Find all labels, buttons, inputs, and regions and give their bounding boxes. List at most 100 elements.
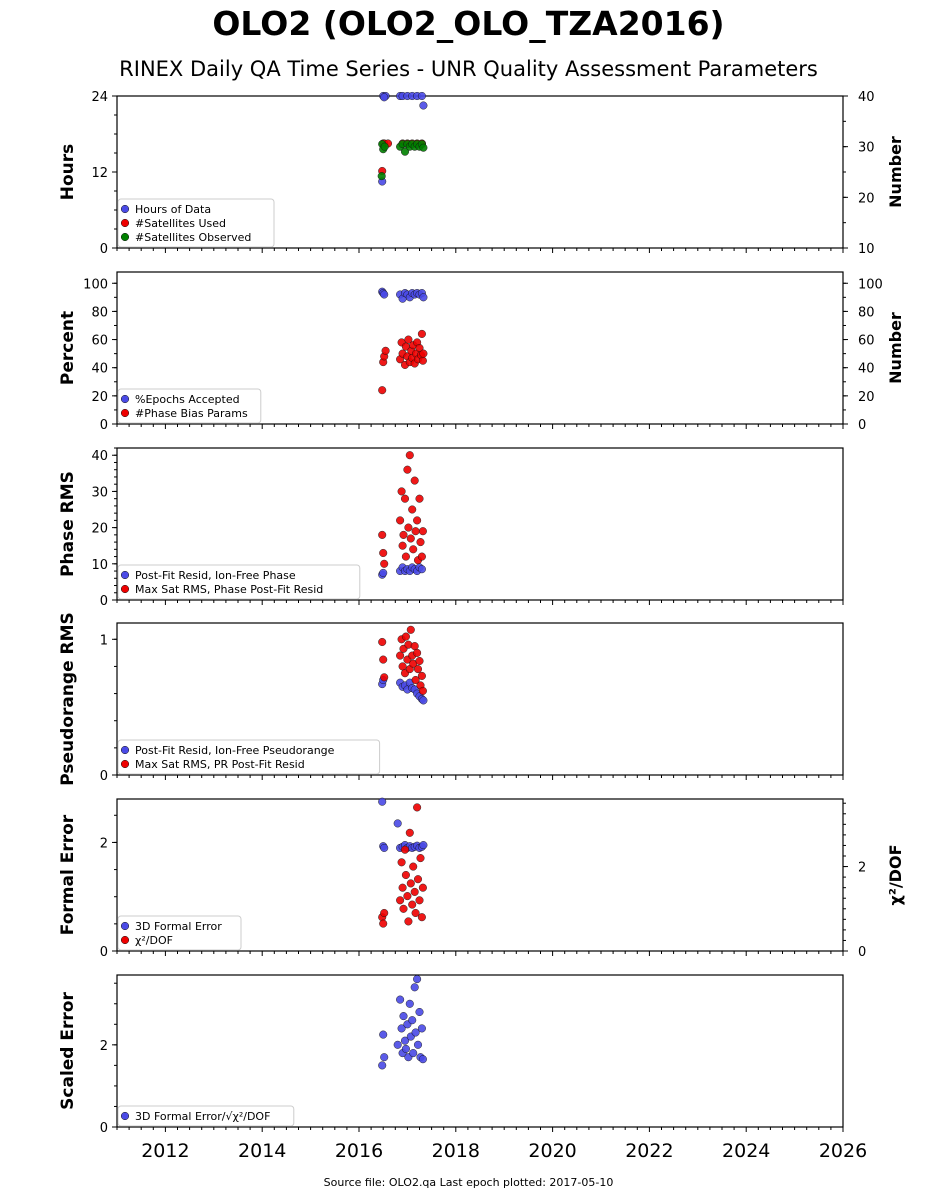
data-point xyxy=(410,983,419,992)
data-point xyxy=(393,819,402,828)
y-right-tick-label: 60 xyxy=(858,334,875,349)
series-2 xyxy=(378,625,427,695)
data-point xyxy=(399,1012,408,1021)
data-point xyxy=(400,845,410,854)
data-point xyxy=(399,530,408,539)
y-tick-label: 2 xyxy=(100,1039,108,1054)
panel-2: 0 20 40 60 80 100 0 20 40 60 80 100 Number Percent %Ep… xyxy=(58,271,905,433)
data-point xyxy=(404,917,413,926)
y-tick-label: 0 xyxy=(100,418,108,433)
y-tick-label: 30 xyxy=(91,485,108,500)
legend-label: Max Sat RMS, PR Post-Fit Resid xyxy=(135,758,305,771)
y-right-tick-label: 40 xyxy=(858,90,875,105)
data-point xyxy=(416,854,425,863)
legend-label: χ²/DOF xyxy=(135,934,173,947)
y-tick-label: 2 xyxy=(100,836,108,851)
data-point xyxy=(408,900,417,909)
data-point xyxy=(378,386,387,395)
series-1 xyxy=(378,287,428,303)
data-point xyxy=(418,686,427,695)
source-footer: Source file: OLO2.qa Last epoch plotted:… xyxy=(323,1176,614,1189)
data-point xyxy=(417,565,426,574)
data-point xyxy=(398,541,407,550)
y-right-tick-label: 10 xyxy=(858,242,875,257)
legend-box xyxy=(117,564,361,600)
y-tick-label: 1 xyxy=(100,633,108,648)
data-point xyxy=(417,913,426,922)
y-tick-label: 80 xyxy=(91,305,108,320)
data-point xyxy=(417,329,426,338)
series-1 xyxy=(378,563,426,579)
data-point xyxy=(398,883,407,892)
data-point xyxy=(405,999,414,1008)
data-point xyxy=(396,651,405,660)
legend-marker xyxy=(120,204,130,214)
data-point xyxy=(401,552,410,561)
data-point xyxy=(398,662,407,671)
data-point xyxy=(377,172,386,181)
data-point xyxy=(413,875,423,884)
data-point xyxy=(380,290,389,299)
legend-marker xyxy=(120,232,130,242)
y-right-tick-label: 40 xyxy=(858,362,875,377)
data-point xyxy=(419,293,428,302)
y-tick-label: 0 xyxy=(100,945,108,960)
data-point xyxy=(378,1061,387,1070)
legend-marker xyxy=(120,1111,130,1121)
data-point xyxy=(416,538,425,547)
y-right-axis-label: Number xyxy=(886,136,905,208)
legend: %Epochs Accepted#Phase Bias Params xyxy=(117,388,262,424)
data-point xyxy=(379,548,388,558)
y-tick-label: 60 xyxy=(91,334,108,349)
data-point xyxy=(413,665,423,674)
data-point xyxy=(409,1049,418,1058)
data-point xyxy=(379,655,388,664)
y-tick-label: 0 xyxy=(100,594,108,609)
data-point xyxy=(380,142,389,151)
data-point xyxy=(397,1024,406,1033)
legend-box xyxy=(117,198,275,248)
data-point xyxy=(401,632,410,641)
data-point xyxy=(396,995,405,1004)
data-point xyxy=(400,494,410,503)
data-point xyxy=(419,841,428,850)
y-right-tick-label: 20 xyxy=(858,191,875,206)
data-point xyxy=(378,530,387,539)
data-point xyxy=(415,896,424,905)
x-tick-label: 2020 xyxy=(528,1140,576,1162)
legend-marker xyxy=(120,921,130,931)
data-point xyxy=(408,1016,417,1025)
legend-label: #Satellites Observed xyxy=(135,231,251,244)
y-axis-label: Hours xyxy=(58,144,78,201)
series-3 xyxy=(378,140,428,156)
legend-marker xyxy=(120,759,130,769)
y-tick-label: 20 xyxy=(91,522,108,537)
legend-label: Post-Fit Resid, Ion-Free Phase xyxy=(135,569,296,582)
legend-box xyxy=(117,388,262,424)
x-tick-label: 2012 xyxy=(141,1140,189,1162)
data-point xyxy=(404,523,413,532)
y-right-axis-label: Number xyxy=(886,312,905,384)
data-point xyxy=(403,892,412,901)
data-point xyxy=(408,505,417,514)
data-point xyxy=(379,1030,388,1039)
data-point xyxy=(380,559,389,568)
data-point xyxy=(413,803,422,812)
data-point xyxy=(418,883,427,892)
data-point xyxy=(400,147,410,156)
data-point xyxy=(413,975,422,984)
y-right-tick-label: 2 xyxy=(858,861,866,876)
legend-marker xyxy=(120,935,130,945)
data-point xyxy=(411,1028,420,1037)
y-right-tick-label: 100 xyxy=(858,277,883,292)
legend: Hours of Data#Satellites Used#Satellites… xyxy=(117,198,275,248)
data-point xyxy=(417,1024,426,1033)
data-point xyxy=(405,828,414,837)
y-tick-label: 40 xyxy=(91,362,108,377)
legend-label: #Phase Bias Params xyxy=(135,407,248,420)
y-right-tick-label: 80 xyxy=(858,305,875,320)
x-tick-label: 2024 xyxy=(722,1140,770,1162)
series-1 xyxy=(378,975,427,1070)
data-point xyxy=(419,696,428,705)
